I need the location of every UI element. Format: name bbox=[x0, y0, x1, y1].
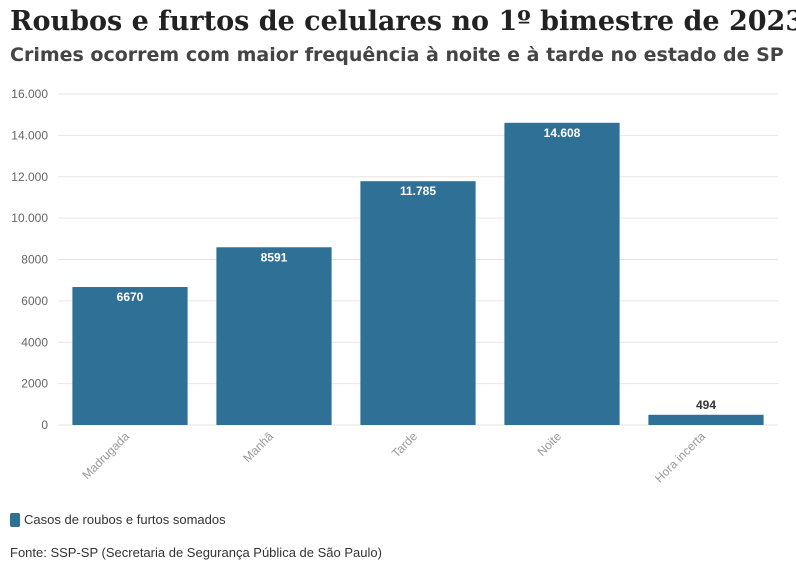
legend: Casos de roubos e furtos somados bbox=[10, 512, 226, 527]
data-label: 6670 bbox=[117, 290, 144, 304]
bar-chart: 0 2000 4000 6000 8000 10.000 12.000 14.000 16.00… bbox=[11, 87, 778, 485]
y-tick-label: 4000 bbox=[21, 335, 48, 349]
x-tick-label: Hora incerta bbox=[652, 429, 708, 485]
chart-title: Roubos e furtos de celulares no 1º bimes… bbox=[10, 6, 796, 37]
bar bbox=[648, 414, 764, 425]
bar bbox=[360, 181, 476, 425]
x-tick-label: Tarde bbox=[389, 429, 420, 460]
legend-swatch bbox=[10, 512, 20, 527]
data-label: 14.608 bbox=[544, 126, 581, 140]
y-tick-label: 14.000 bbox=[11, 128, 48, 142]
x-tick-label: Manhã bbox=[240, 429, 276, 465]
y-tick-label: 0 bbox=[41, 418, 48, 432]
y-tick-label: 8000 bbox=[21, 253, 48, 267]
x-tick-label: Noite bbox=[534, 429, 564, 459]
y-tick-label: 6000 bbox=[21, 294, 48, 308]
y-tick-label: 10.000 bbox=[11, 211, 48, 225]
data-label: 494 bbox=[696, 398, 716, 412]
data-label: 8591 bbox=[261, 250, 288, 264]
chart-subtitle: Crimes ocorrem com maior frequência à no… bbox=[10, 44, 784, 66]
y-tick-label: 12.000 bbox=[11, 170, 48, 184]
data-label: 11.785 bbox=[400, 184, 436, 198]
bar bbox=[72, 287, 188, 425]
y-tick-label: 2000 bbox=[21, 377, 48, 391]
bar bbox=[504, 122, 620, 425]
x-tick-label: Madrugada bbox=[79, 429, 132, 482]
y-tick-label: 16.000 bbox=[11, 87, 48, 101]
source-note: Fonte: SSP-SP (Secretaria de Segurança P… bbox=[10, 545, 382, 560]
bar bbox=[216, 247, 332, 425]
legend-label: Casos de roubos e furtos somados bbox=[24, 512, 226, 527]
